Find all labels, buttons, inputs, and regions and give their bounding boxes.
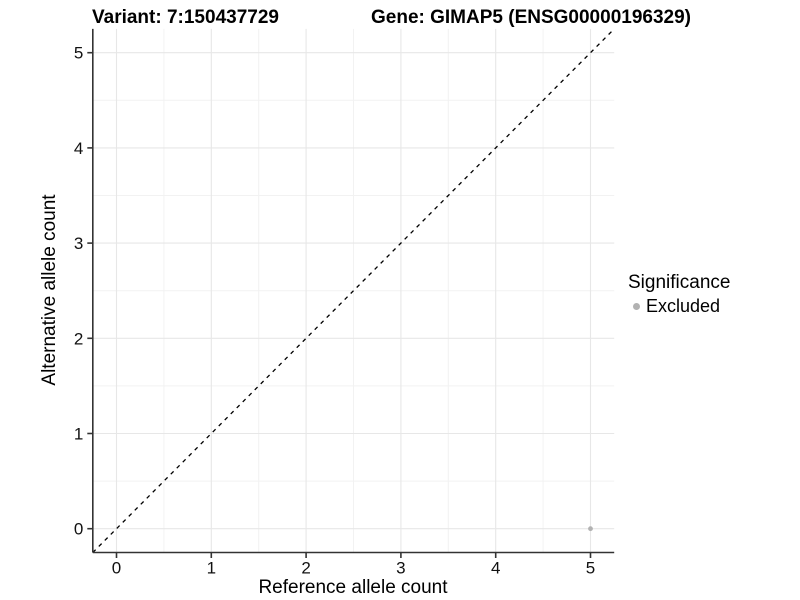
legend: Significance Excluded <box>628 272 731 317</box>
gene-title: Gene: GIMAP5 (ENSG00000196329) <box>371 7 691 28</box>
x-tick-label: 4 <box>491 559 500 578</box>
x-tick-label: 2 <box>301 559 310 578</box>
y-tick-label: 3 <box>74 234 83 253</box>
legend-title: Significance <box>628 272 731 293</box>
variant-title: Variant: 7:150437729 <box>92 7 279 28</box>
data-point <box>588 526 593 532</box>
x-tick-label: 0 <box>112 559 121 578</box>
legend-point-icon <box>633 302 640 310</box>
y-tick-label: 5 <box>74 44 83 63</box>
legend-items: Excluded <box>628 296 730 317</box>
y-tick-label: 4 <box>74 139 83 158</box>
x-tick-label: 1 <box>207 559 216 578</box>
legend-item-label: Excluded <box>646 295 721 316</box>
y-tick-label: 2 <box>74 329 83 348</box>
x-tick-label: 5 <box>586 559 595 578</box>
y-tick-label: 0 <box>74 520 83 539</box>
x-tick-label: 3 <box>396 559 405 578</box>
x-axis-title: Reference allele count <box>258 577 448 598</box>
y-tick-label: 1 <box>74 425 83 444</box>
identity-dashed-line <box>92 28 615 553</box>
legend-item-excluded: Excluded <box>628 296 730 317</box>
y-axis-title: Alternative allele count <box>39 194 60 386</box>
